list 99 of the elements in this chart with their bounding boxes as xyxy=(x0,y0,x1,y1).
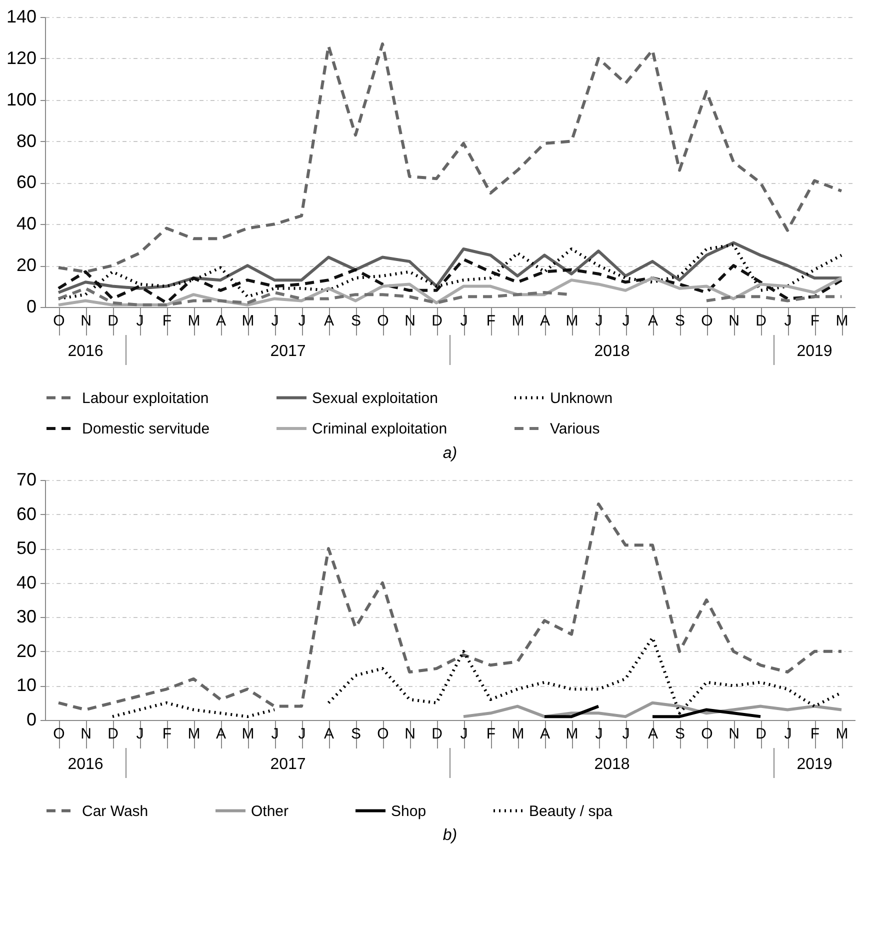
x-tick-label: N xyxy=(80,312,92,330)
x-tick-label: O xyxy=(701,312,713,330)
x-tick-label: M xyxy=(566,312,578,330)
x-tick-label: M xyxy=(188,312,200,330)
text: 2018 xyxy=(594,343,630,360)
x-tick-label: J xyxy=(622,312,630,330)
x-tick-label: J xyxy=(784,726,792,742)
x-tick-label: F xyxy=(810,312,820,330)
x-tick-label: J xyxy=(271,312,279,330)
y-tick-label: 100 xyxy=(6,89,36,110)
x-tick-label: A xyxy=(216,312,226,330)
text: 2019 xyxy=(796,756,832,773)
y-tick-label: 140 xyxy=(6,6,36,26)
x-tick-label: A xyxy=(648,312,658,330)
x-tick-label: O xyxy=(53,726,65,742)
text: 2016 xyxy=(68,343,104,360)
legend-label: Unknown xyxy=(550,390,613,407)
y-tick-label: 0 xyxy=(26,710,36,730)
x-tick-label: S xyxy=(350,312,362,330)
x-tick-label: F xyxy=(162,312,172,330)
x-tick-label: J xyxy=(136,312,144,330)
x-tick-label: S xyxy=(674,312,686,330)
line-series xyxy=(57,502,843,712)
legend-label: Sexual exploitation xyxy=(312,390,438,407)
x-tick-label: D xyxy=(432,312,443,330)
x-tick-label: J xyxy=(298,726,306,742)
legend-label: Beauty / spa xyxy=(529,802,614,820)
x-tick-label: M xyxy=(242,726,254,742)
y-tick-label: 30 xyxy=(16,606,36,627)
legend-label: Various xyxy=(550,420,600,438)
y-tick-label: 20 xyxy=(16,640,36,661)
x-tick-label: N xyxy=(728,312,740,330)
y-tick-label: 120 xyxy=(6,48,36,68)
x-tick-label: F xyxy=(162,726,172,742)
x-tick-label: J xyxy=(136,726,144,742)
x-tick-label: J xyxy=(298,312,306,330)
x-tick-label: A xyxy=(540,726,550,742)
line-series xyxy=(57,42,843,274)
x-tick-label: D xyxy=(756,312,767,330)
x-tick-label: M xyxy=(512,312,524,330)
x-tick-label: M xyxy=(836,726,848,742)
x-tick-label: D xyxy=(108,312,119,330)
x-tick-label: F xyxy=(486,726,496,742)
x-tick-label: O xyxy=(377,312,389,330)
legend-label: Shop xyxy=(391,802,426,820)
x-tick-label: O xyxy=(53,312,65,330)
y-tick-label: 40 xyxy=(16,214,36,234)
x-tick-label: N xyxy=(404,726,416,742)
x-tick-label: D xyxy=(432,726,443,742)
x-tick-label: M xyxy=(836,312,848,330)
x-tick-label: J xyxy=(271,726,279,742)
x-tick-label: O xyxy=(701,726,713,742)
x-tick-label: J xyxy=(460,312,468,330)
x-tick-label: D xyxy=(108,726,119,742)
x-tick-label: A xyxy=(324,312,334,330)
x-tick-label: J xyxy=(460,726,468,742)
x-tick-label: M xyxy=(512,726,524,742)
text: 2017 xyxy=(270,756,306,773)
y-tick-label: 0 xyxy=(26,296,36,316)
x-tick-label: S xyxy=(674,726,686,742)
y-tick-label: 60 xyxy=(16,172,36,192)
text: 2016 xyxy=(68,756,104,773)
x-tick-label: A xyxy=(324,726,334,742)
legend-label: Other xyxy=(251,802,289,820)
x-tick-label: M xyxy=(566,726,578,742)
text: b) xyxy=(442,827,458,844)
legend-label: Car Wash xyxy=(82,802,148,820)
x-tick-label: J xyxy=(784,312,792,330)
text: 2019 xyxy=(796,343,832,360)
line-series xyxy=(57,258,843,304)
text: 2017 xyxy=(270,343,306,360)
x-tick-label: F xyxy=(810,726,820,742)
x-tick-label: N xyxy=(80,726,92,742)
text: 2018 xyxy=(594,756,630,773)
x-tick-label: J xyxy=(595,726,603,742)
x-tick-label: J xyxy=(595,312,603,330)
x-tick-label: J xyxy=(622,726,630,742)
x-tick-label: A xyxy=(216,726,226,742)
x-tick-label: N xyxy=(404,312,416,330)
x-tick-label: S xyxy=(350,726,362,742)
y-tick-label: 70 xyxy=(16,470,36,490)
x-tick-label: M xyxy=(242,312,254,330)
text: a) xyxy=(442,445,458,462)
x-tick-label: O xyxy=(377,726,389,742)
x-tick-label: A xyxy=(540,312,550,330)
y-tick-label: 50 xyxy=(16,538,36,558)
x-tick-label: N xyxy=(728,726,740,742)
y-tick-label: 80 xyxy=(16,130,36,151)
y-tick-label: 10 xyxy=(16,675,36,696)
legend-label: Criminal exploitation xyxy=(312,420,448,438)
x-tick-label: F xyxy=(486,312,496,330)
y-tick-label: 40 xyxy=(16,572,36,592)
legend-label: Labour exploitation xyxy=(82,390,209,407)
y-tick-label: 60 xyxy=(16,504,36,524)
x-tick-label: M xyxy=(188,726,200,742)
x-tick-label: D xyxy=(756,726,767,742)
legend-label: Domestic servitude xyxy=(82,420,210,438)
x-tick-label: A xyxy=(648,726,658,742)
y-tick-label: 20 xyxy=(16,255,36,276)
